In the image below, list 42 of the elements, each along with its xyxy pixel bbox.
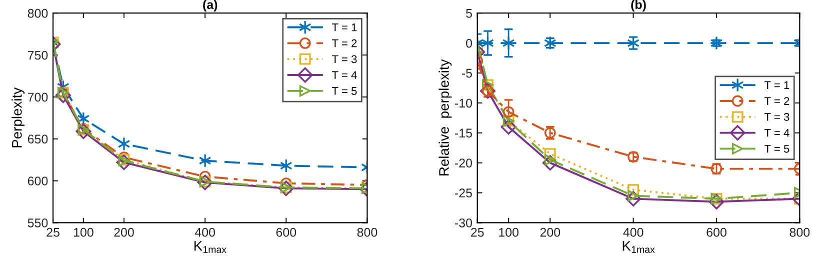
- chart-title: (b): [631, 0, 646, 12]
- x-tick-label: 600: [276, 228, 296, 237]
- legend-label: T = 4: [332, 71, 357, 79]
- x-tick-label: 800: [357, 228, 378, 237]
- y-tick-label: 550: [28, 218, 48, 228]
- y-tick-label: 700: [28, 92, 48, 102]
- x-tick-label: 200: [114, 228, 134, 237]
- x-tick-label: 25: [46, 228, 60, 237]
- y-tick-label: -10: [454, 98, 472, 108]
- x-axis-title: K$_{1max}$: [194, 241, 226, 253]
- y-tick-label: 750: [28, 50, 48, 60]
- x-tick-label: 100: [499, 228, 518, 237]
- y-tick-label: 800: [28, 8, 48, 18]
- x-tick-label: 100: [74, 228, 94, 237]
- legend-label: T = 1: [332, 24, 357, 32]
- x-tick-label: 600: [706, 228, 726, 237]
- chart-title: (a): [203, 0, 218, 12]
- y-tick-label: 5: [466, 9, 472, 18]
- legend-label: T = 5: [332, 87, 357, 95]
- y-tick-label: 650: [28, 134, 48, 144]
- legend-label: T = 2: [332, 39, 357, 48]
- y-tick-label: -20: [454, 158, 472, 168]
- legend-label: T = 5: [764, 144, 790, 153]
- legend-label: T = 3: [764, 113, 790, 121]
- y-tick-label: -25: [454, 188, 472, 198]
- x-axis-title: K$_{1max}$: [622, 241, 655, 253]
- y-tick-label: -15: [454, 128, 472, 138]
- legend-label: T = 2: [764, 97, 790, 105]
- y-axis-title: Perplexity: [12, 87, 25, 148]
- y-tick-label: -5: [462, 68, 472, 78]
- x-tick-label: 800: [790, 228, 810, 237]
- y-tick-label: -30: [454, 218, 472, 228]
- x-tick-label: 400: [194, 228, 215, 237]
- y-tick-label: 600: [28, 176, 48, 186]
- legend-label: T = 4: [764, 129, 790, 137]
- x-tick-label: 25: [471, 228, 484, 237]
- x-tick-label: 400: [623, 228, 644, 237]
- x-tick-label: 200: [540, 228, 560, 237]
- y-tick-label: 0: [466, 38, 472, 48]
- legend-label: T = 3: [332, 55, 357, 64]
- y-axis-title: Relative perplexity: [438, 59, 452, 176]
- legend-label: T = 1: [764, 81, 790, 89]
